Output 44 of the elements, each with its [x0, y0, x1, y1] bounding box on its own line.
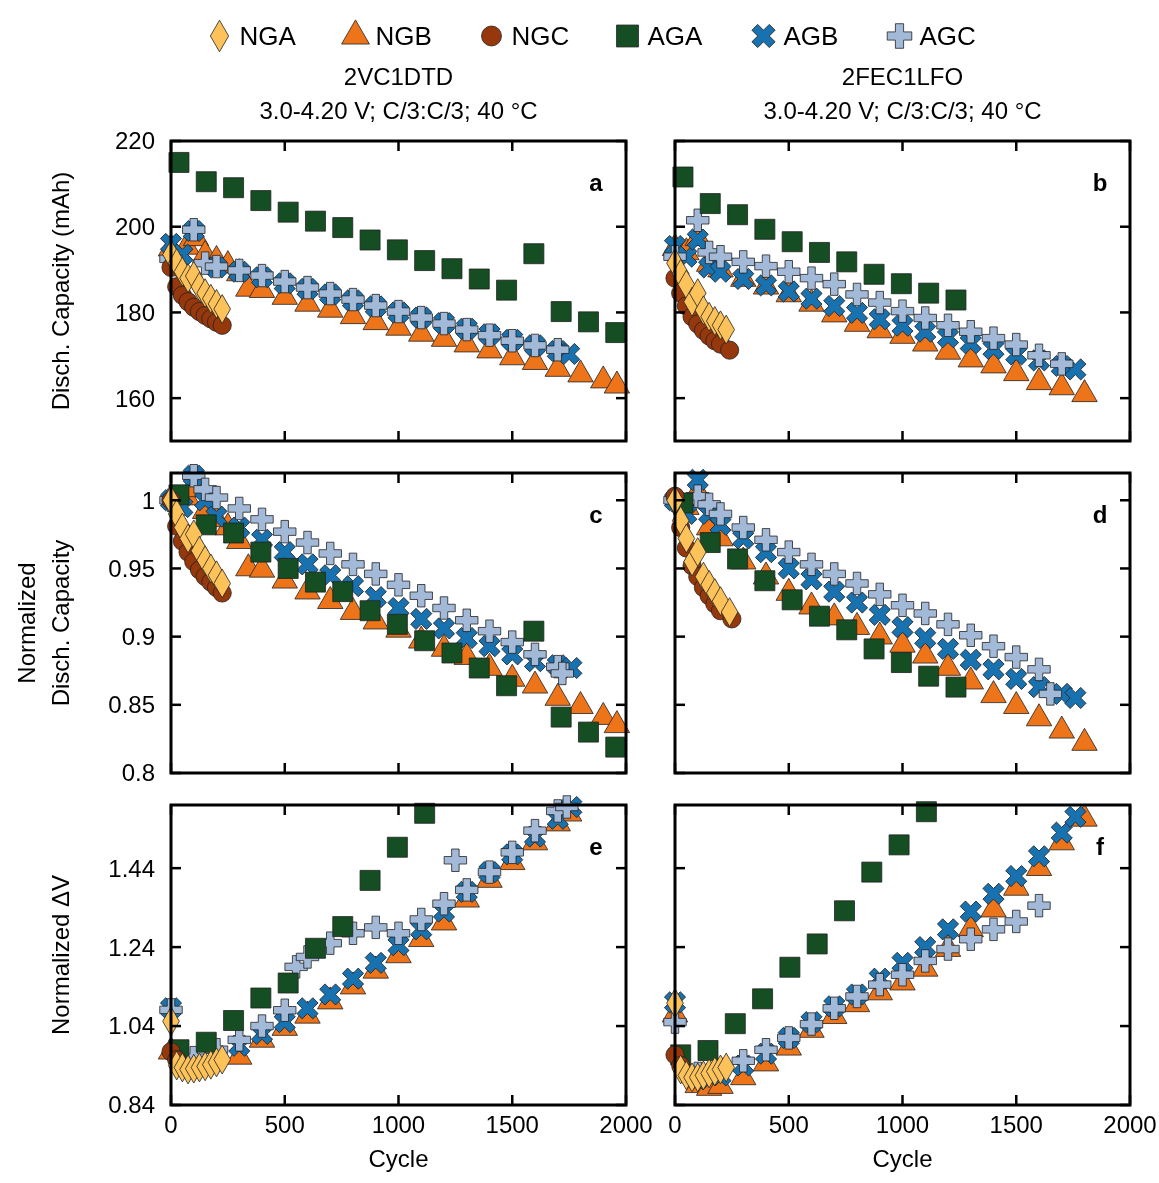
x-tick-label: 0	[668, 1111, 682, 1138]
y-tick-label: 1.04	[108, 1012, 155, 1040]
y-tick-label: 0.8	[121, 759, 155, 787]
y-tick-label: 220	[114, 127, 155, 155]
y-tick-label: 200	[114, 213, 155, 241]
y-tick-label: 0.85	[108, 691, 155, 719]
y-tick-label: 0.95	[108, 554, 155, 582]
x-axis-title: Cycle	[872, 1145, 933, 1172]
x-tick-label: 1000	[875, 1111, 930, 1138]
x-tick-label: 2000	[599, 1111, 653, 1138]
y-tick-label: 160	[114, 384, 155, 412]
y-tick-label: 180	[114, 298, 155, 326]
x-tick-label: 1500	[485, 1111, 539, 1138]
y-axis-title: Normalized Disch. Capacity	[13, 539, 74, 707]
legend-label: NGA	[239, 21, 297, 52]
y-tick-label: 1	[141, 486, 155, 514]
annotation: b	[1092, 169, 1108, 196]
y-axis-title: Disch. Capacity (mAh)	[47, 171, 74, 411]
annotation: a	[589, 169, 604, 196]
legend-label: NGB	[375, 21, 432, 52]
y-axis-title: Normalized ΔV	[47, 874, 74, 1036]
x-tick-label: 1000	[371, 1111, 426, 1138]
x-tick-label: 2000	[1103, 1111, 1157, 1138]
legend-label: AGA	[647, 21, 704, 52]
y-tick-label: 1.24	[108, 933, 155, 961]
y-tick-label: 0.84	[108, 1091, 155, 1119]
chart-subtitle: 3.0-4.20 V; C/3:C/3; 40 °C	[259, 97, 538, 124]
annotation: d	[1092, 501, 1108, 528]
x-tick-label: 500	[264, 1111, 305, 1138]
annotation: f	[1096, 833, 1105, 860]
chart-title: 2VC1DTD	[343, 63, 454, 90]
legend-label: NGC	[511, 21, 570, 52]
x-tick-label: 500	[768, 1111, 809, 1138]
chart-title: 2FEC1LFO	[841, 63, 964, 90]
legend-label: AGB	[783, 21, 839, 52]
annotation: e	[589, 833, 603, 860]
chart-subtitle: 3.0-4.20 V; C/3:C/3; 40 °C	[763, 97, 1042, 124]
y-tick-label: 1.44	[108, 854, 155, 882]
x-axis-title: Cycle	[368, 1145, 429, 1172]
x-tick-label: 0	[164, 1111, 178, 1138]
y-tick-label: 0.9	[121, 623, 155, 651]
x-tick-label: 1500	[989, 1111, 1043, 1138]
annotation: c	[589, 501, 603, 528]
legend-label: AGC	[919, 21, 976, 52]
